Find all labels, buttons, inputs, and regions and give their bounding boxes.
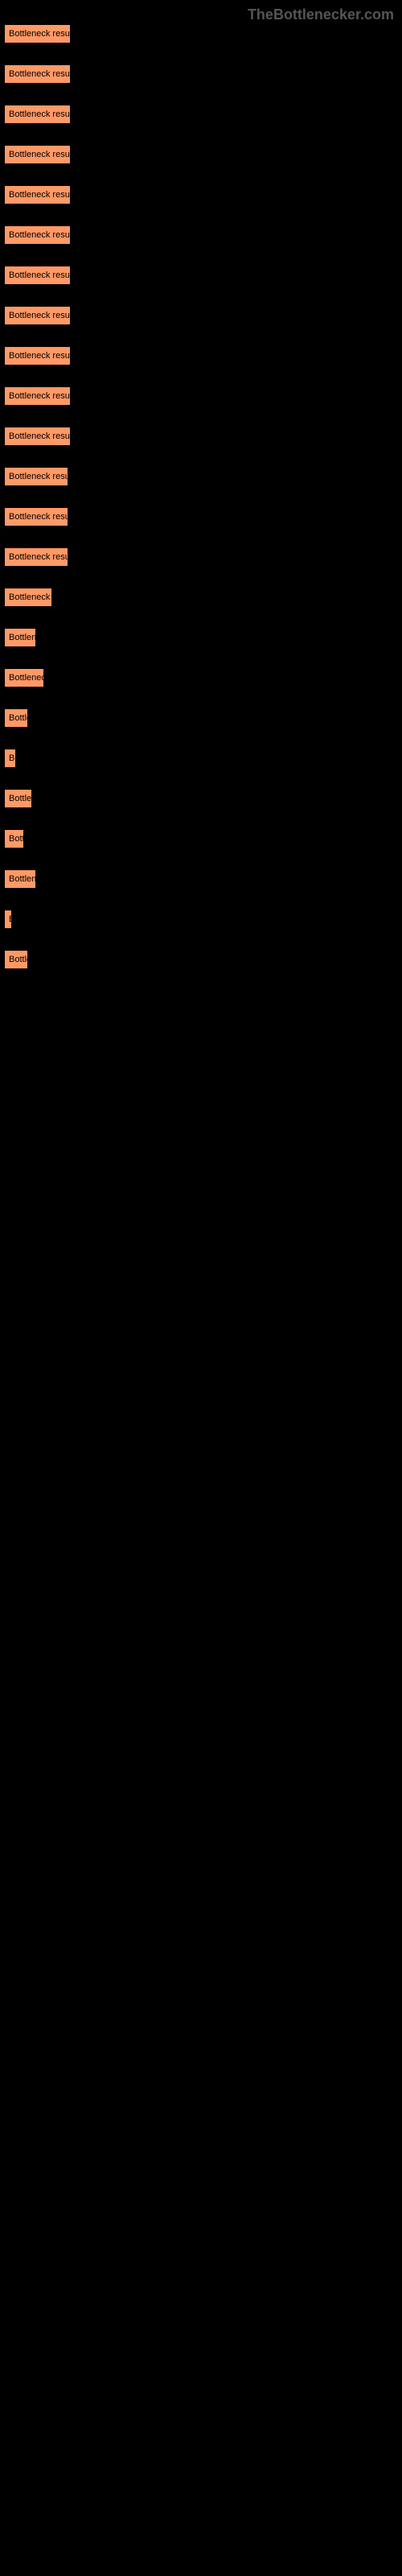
bottleneck-result-bar[interactable]: Bottleneck result xyxy=(4,306,71,325)
bar-row: Bottleneck result xyxy=(4,24,71,43)
bottleneck-result-bar[interactable]: Bottleneck result xyxy=(4,105,71,124)
watermark: TheBottlenecker.com xyxy=(248,6,394,23)
bar-row: Bottlen xyxy=(4,789,32,808)
bar-row: Bottlene xyxy=(4,869,36,889)
bottleneck-result-bar[interactable]: Bottleneck result xyxy=(4,185,71,204)
bar-row: Bottleneck result xyxy=(4,145,71,164)
bar-row: Bottleneck xyxy=(4,668,44,687)
bottleneck-result-bar[interactable]: Bottleneck re xyxy=(4,588,52,607)
bar-row: Bottlene xyxy=(4,628,36,647)
bottleneck-result-bar[interactable]: Bottleneck result xyxy=(4,266,71,285)
bar-row: Bottleneck result xyxy=(4,547,68,567)
bottleneck-result-bar[interactable]: Bottleneck result xyxy=(4,24,71,43)
bottleneck-result-bar[interactable]: Bottleneck result xyxy=(4,145,71,164)
bottleneck-result-bar[interactable]: Bottleneck result xyxy=(4,467,68,486)
bottleneck-result-bar[interactable]: Bo xyxy=(4,749,16,768)
bottleneck-result-bar[interactable]: Bottl xyxy=(4,829,24,848)
bar-row: Bottleneck result xyxy=(4,225,71,245)
bottleneck-result-bar[interactable]: Bottlene xyxy=(4,628,36,647)
bottleneck-result-bar[interactable]: Bottleneck result xyxy=(4,225,71,245)
bar-row: Bo xyxy=(4,749,16,768)
bottleneck-result-bar[interactable]: Bottleneck result xyxy=(4,386,71,406)
bar-row: Bottleneck result xyxy=(4,185,71,204)
bar-row: Bottleneck result xyxy=(4,427,71,446)
bar-row: Bottle xyxy=(4,708,28,728)
bottleneck-result-bar[interactable]: Bottleneck xyxy=(4,668,44,687)
bottleneck-result-bar[interactable]: Bottle xyxy=(4,950,28,969)
bar-row: Bottl xyxy=(4,829,24,848)
bottleneck-result-bar[interactable]: Bottleneck result xyxy=(4,346,71,365)
bar-row: Bottleneck result xyxy=(4,266,71,285)
bottleneck-result-bar[interactable]: B xyxy=(4,910,12,929)
bar-row: Bottleneck re xyxy=(4,588,52,607)
bar-row: Bottle xyxy=(4,950,28,969)
bar-row: Bottleneck result xyxy=(4,105,71,124)
bar-row: Bottleneck result xyxy=(4,467,68,486)
bottleneck-result-bar[interactable]: Bottlene xyxy=(4,869,36,889)
bar-row: Bottleneck result xyxy=(4,386,71,406)
bar-row: Bottleneck result xyxy=(4,507,68,526)
bottleneck-result-bar[interactable]: Bottleneck result xyxy=(4,64,71,84)
bar-row: Bottleneck result xyxy=(4,306,71,325)
bottleneck-result-bar[interactable]: Bottleneck result xyxy=(4,507,68,526)
bar-row: B xyxy=(4,910,12,929)
bar-row: Bottleneck result xyxy=(4,64,71,84)
bar-row: Bottleneck result xyxy=(4,346,71,365)
bottleneck-result-bar[interactable]: Bottle xyxy=(4,708,28,728)
bottleneck-result-bar[interactable]: Bottleneck result xyxy=(4,427,71,446)
bottleneck-result-bar[interactable]: Bottleneck result xyxy=(4,547,68,567)
bottleneck-result-bar[interactable]: Bottlen xyxy=(4,789,32,808)
